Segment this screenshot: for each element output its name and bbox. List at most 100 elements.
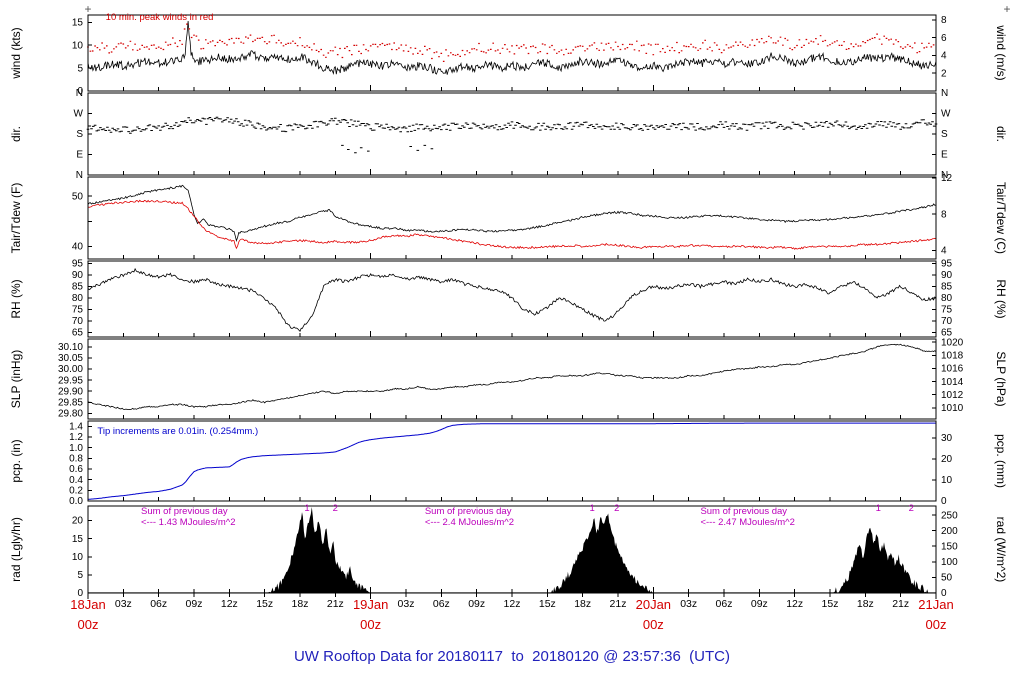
ylabel-right-dir: dir. — [994, 126, 1008, 142]
xtick-minor: 18z — [857, 598, 874, 610]
xtick-major-time: 00z — [643, 617, 664, 632]
ytick-left: 29.95 — [58, 375, 83, 386]
annotation: <--- 1.43 MJoules/m^2 — [141, 517, 235, 528]
ytick-left: 0.0 — [69, 496, 83, 507]
ytick-left: 0 — [77, 86, 83, 97]
series-cumulative-precip — [87, 422, 936, 500]
panel-precip: 0.00.20.40.60.81.01.21.4 0 10 20 30 Tip incre… — [9, 420, 1008, 507]
series-solar-radiation — [88, 507, 936, 593]
ytick-left: 1.4 — [69, 422, 83, 433]
ytick-left: 30.00 — [58, 364, 83, 375]
ytick-right: 85 — [941, 282, 953, 293]
ytick-right: 10 — [941, 475, 953, 486]
ytick-left: 80 — [72, 293, 84, 304]
ytick-left: 40 — [72, 242, 84, 253]
xtick-minor: 12z — [504, 598, 521, 610]
ytick-left: 0.8 — [69, 454, 83, 465]
xtick-minor: 09z — [468, 598, 485, 610]
ytick-left: 0.2 — [69, 486, 83, 497]
ytick-right: W — [941, 109, 951, 120]
figure-title: UW Rooftop Data for 20180117 to 20180120… — [293, 648, 731, 665]
series-wind-peak-10min — [87, 23, 935, 62]
ytick-left: 15 — [72, 534, 84, 545]
series-wind-direction-outliers — [341, 144, 434, 154]
annotation: 1 — [589, 503, 594, 514]
ytick-left: S — [76, 129, 83, 140]
ytick-left: E — [76, 150, 83, 161]
ytick-left: 20 — [72, 516, 84, 527]
ytick-left: 0 — [77, 588, 83, 599]
xtick-major-time: 00z — [78, 617, 99, 632]
xtick-minor: 15z — [822, 598, 839, 610]
ytick-left: 29.85 — [58, 398, 83, 409]
ytick-left: 65 — [72, 328, 84, 339]
xtick-major-date: 20Jan — [636, 597, 671, 612]
ytick-right: N — [941, 170, 948, 181]
panel-frame — [87, 92, 937, 176]
ylabel-right-radiation: rad (W/m^2) — [994, 517, 1008, 583]
ytick-right: 250 — [941, 510, 958, 521]
ylabel-left-slp: SLP (inHg) — [9, 350, 23, 408]
xtick-minor: 03z — [680, 598, 697, 610]
ytick-right: 100 — [941, 557, 958, 568]
ylabel-left-dir: dir. — [9, 126, 23, 142]
ytick-left: 0.6 — [69, 464, 83, 475]
ytick-right: 2 — [941, 68, 947, 79]
ytick-right: 4 — [941, 51, 947, 62]
annotation: Sum of previous day — [425, 506, 512, 517]
ytick-left: N — [76, 88, 83, 99]
xtick-minor: 12z — [786, 598, 803, 610]
ytick-right: 30 — [941, 433, 953, 444]
ytick-left: 5 — [77, 63, 83, 74]
ytick-left: 1.0 — [69, 443, 83, 454]
ytick-left: 30.10 — [58, 342, 83, 353]
annotation: Sum of previous day — [700, 506, 787, 517]
ytick-right: 12 — [941, 173, 953, 184]
ytick-right: 0 — [941, 588, 947, 599]
annotation: 2 — [333, 503, 338, 514]
xtick-minor: 21z — [327, 598, 344, 610]
xtick-minor: 18z — [574, 598, 591, 610]
ytick-left: 10 — [72, 40, 84, 51]
xtick-major-date: 19Jan — [353, 597, 388, 612]
panel-frame — [87, 260, 937, 338]
corner-mark-left: + — [84, 2, 91, 16]
ytick-right: 95 — [941, 259, 953, 270]
annotation: 2 — [909, 503, 914, 514]
ytick-left: N — [76, 170, 83, 181]
ytick-left: 10 — [72, 552, 84, 563]
xtick-major-date: 18Jan — [70, 597, 105, 612]
ytick-right: 1018 — [941, 351, 964, 362]
series-wind-direction — [86, 116, 938, 134]
ytick-left: 5 — [77, 570, 83, 581]
ytick-left: 85 — [72, 282, 84, 293]
ytick-right: 70 — [941, 316, 953, 327]
series-wind-avg — [87, 20, 937, 76]
annotation: Sum of previous day — [141, 506, 228, 517]
ytick-left: 29.90 — [58, 386, 83, 397]
xtick-minor: 12z — [221, 598, 238, 610]
ytick-left: 15 — [72, 18, 84, 29]
ytick-right: 150 — [941, 541, 958, 552]
ylabel-right-precip: pcp. (mm) — [994, 434, 1008, 488]
annotation: 10 min. peak winds in red — [106, 12, 214, 23]
xtick-minor: 03z — [398, 598, 415, 610]
ytick-left: 70 — [72, 316, 84, 327]
series-sea-level-pressure — [87, 343, 937, 411]
ytick-right: 20 — [941, 454, 953, 465]
ytick-right: 75 — [941, 305, 953, 316]
xtick-minor: 21z — [892, 598, 909, 610]
ytick-left: 95 — [72, 259, 84, 270]
ylabel-left-wind: wind (kts) — [9, 27, 23, 79]
ytick-right: 1016 — [941, 364, 964, 375]
ytick-right: 0 — [941, 496, 947, 507]
xtick-minor: 06z — [433, 598, 450, 610]
ytick-right: 6 — [941, 33, 947, 44]
annotation: 1 — [876, 503, 881, 514]
xtick-minor: 09z — [751, 598, 768, 610]
